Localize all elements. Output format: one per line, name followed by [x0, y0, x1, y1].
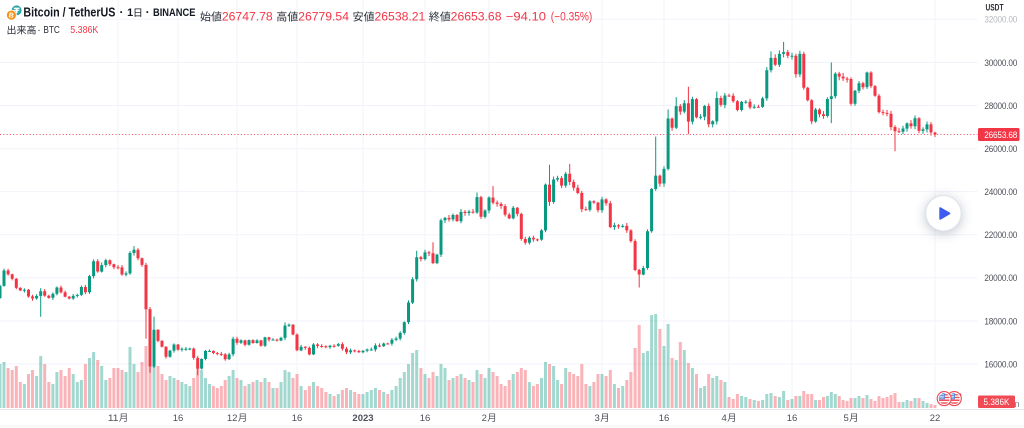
svg-text:2: 2	[482, 413, 487, 424]
svg-text:11: 11	[108, 413, 119, 424]
svg-text:22: 22	[930, 413, 941, 424]
svg-text:32000.00: 32000.00	[984, 15, 1017, 26]
svg-text:2023: 2023	[352, 413, 373, 424]
svg-text:22000.00: 22000.00	[984, 230, 1017, 241]
svg-text:16: 16	[173, 413, 184, 424]
svg-text:5: 5	[844, 413, 849, 424]
svg-text:USDT: USDT	[986, 3, 1004, 14]
svg-text:BTC: BTC	[43, 24, 60, 36]
svg-text:16: 16	[292, 413, 303, 424]
svg-text:·: ·	[37, 24, 41, 36]
svg-text:Bitcoin / TetherUS: Bitcoin / TetherUS	[23, 5, 115, 19]
svg-text:16: 16	[659, 413, 670, 424]
svg-text:3: 3	[595, 413, 600, 424]
svg-text:16: 16	[420, 413, 431, 424]
svg-text:(−0.35%): (−0.35%)	[551, 11, 593, 23]
svg-text:26747.78: 26747.78	[222, 11, 273, 23]
svg-text:16: 16	[787, 413, 798, 424]
svg-text:1: 1	[127, 7, 133, 19]
svg-text:24000.00: 24000.00	[984, 187, 1017, 198]
svg-text:26653.68: 26653.68	[451, 11, 502, 23]
svg-text:26000.00: 26000.00	[984, 144, 1017, 155]
svg-text:26653.68: 26653.68	[984, 130, 1017, 141]
svg-text:·: ·	[146, 5, 150, 19]
svg-text:18000.00: 18000.00	[984, 316, 1017, 327]
svg-text:28000.00: 28000.00	[984, 101, 1017, 112]
svg-text:26538.21: 26538.21	[375, 11, 426, 23]
svg-text:n: n	[1015, 399, 1020, 409]
svg-text:B: B	[8, 12, 14, 20]
svg-text:30000.00: 30000.00	[984, 58, 1017, 69]
svg-text:5.386K: 5.386K	[984, 397, 1010, 407]
svg-text:16000.00: 16000.00	[984, 359, 1017, 370]
svg-text:BINANCE: BINANCE	[153, 7, 195, 19]
svg-text:5.386K: 5.386K	[70, 24, 98, 36]
svg-text:·: ·	[120, 5, 124, 19]
svg-text:20000.00: 20000.00	[984, 273, 1017, 284]
svg-text:12: 12	[227, 413, 238, 424]
svg-text:26779.54: 26779.54	[298, 11, 349, 23]
svg-text:4: 4	[722, 413, 727, 424]
svg-text:−94.10: −94.10	[506, 11, 546, 23]
